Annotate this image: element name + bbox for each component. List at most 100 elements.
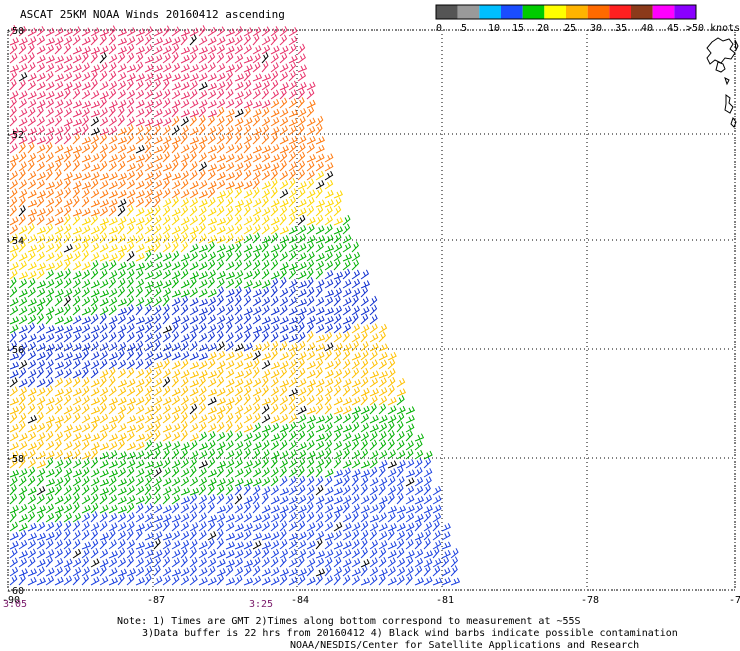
wind-barb	[135, 108, 145, 118]
wind-barb	[414, 548, 424, 559]
wind-barb	[81, 504, 91, 514]
wind-barb	[252, 458, 262, 469]
note-line-3: NOAA/NESDIS/Center for Satellite Applica…	[290, 640, 640, 651]
wind-barb	[108, 296, 118, 307]
wind-barb	[99, 358, 108, 370]
wind-barb	[279, 189, 289, 199]
wind-barb	[288, 125, 297, 136]
wind-barb	[90, 567, 100, 577]
wind-barb	[27, 503, 37, 514]
wind-barb	[45, 126, 55, 136]
wind-barb	[18, 214, 26, 226]
wind-barb	[225, 476, 235, 487]
wind-barb	[72, 404, 82, 415]
wind-barb	[279, 170, 289, 181]
wind-barb	[135, 485, 145, 496]
wind-barb	[153, 286, 162, 298]
wind-barb	[180, 468, 190, 478]
wind-barb	[342, 448, 350, 460]
wind-barb	[18, 468, 28, 478]
wind-barb	[297, 116, 306, 127]
wind-barb	[108, 234, 118, 244]
wind-barb	[63, 538, 72, 550]
wind-barb	[162, 532, 173, 541]
wind-barb	[243, 385, 252, 397]
wind-barb	[36, 179, 45, 190]
wind-barb	[117, 28, 127, 37]
wind-barb	[126, 367, 135, 379]
wind-barb	[315, 511, 324, 523]
wind-barb	[90, 387, 100, 397]
wind-barb	[90, 341, 99, 352]
wind-barb	[198, 540, 208, 550]
wind-barb	[297, 351, 307, 361]
wind-barb	[144, 280, 155, 289]
wind-barb	[216, 116, 225, 127]
wind-barb	[306, 251, 315, 262]
wind-barb	[36, 208, 46, 217]
wind-barb	[180, 351, 190, 361]
wind-barb	[198, 431, 208, 442]
wind-barb	[81, 395, 90, 406]
wind-barb	[54, 126, 64, 136]
wind-barb	[144, 99, 154, 109]
wind-barb	[153, 460, 164, 469]
wind-barb	[297, 181, 307, 190]
wind-barb	[297, 494, 307, 505]
wind-barb	[315, 180, 325, 190]
wind-barb	[18, 296, 28, 307]
wind-barb	[324, 439, 333, 451]
wind-barb	[90, 46, 101, 55]
wind-barb	[45, 343, 56, 352]
wind-barb	[135, 566, 145, 577]
wind-barb	[261, 196, 269, 208]
wind-barb	[207, 448, 216, 460]
wind-barb	[243, 153, 253, 163]
wind-barb	[18, 378, 28, 388]
wind-barb	[27, 341, 37, 352]
wind-barb	[324, 215, 333, 226]
wind-barb	[198, 206, 207, 217]
wind-barb	[216, 493, 225, 505]
wind-barb	[171, 360, 181, 370]
wind-barb	[261, 576, 271, 586]
wind-barb	[315, 144, 325, 154]
wind-barb	[99, 91, 109, 100]
wind-barb	[333, 430, 342, 442]
wind-barb	[360, 504, 370, 514]
wind-barb	[99, 28, 109, 37]
wind-barb	[171, 315, 181, 325]
wind-barb	[252, 250, 261, 262]
wind-barb	[306, 224, 315, 235]
wind-barb	[243, 495, 253, 505]
wind-barb	[288, 70, 297, 82]
wind-barb	[270, 485, 279, 496]
wind-barb	[189, 511, 198, 523]
wind-barb	[108, 88, 117, 100]
wind-barb	[99, 451, 110, 460]
wind-barb	[144, 557, 153, 568]
wind-barb	[189, 287, 198, 298]
wind-barb	[342, 440, 352, 451]
latitude-label: -56	[6, 345, 24, 356]
wind-barb	[36, 215, 45, 226]
wind-barb	[414, 440, 423, 451]
wind-barb	[81, 207, 91, 217]
wind-barb	[171, 448, 180, 460]
wind-barb	[189, 99, 199, 109]
wind-barb	[306, 322, 315, 334]
wind-barb	[261, 424, 272, 433]
wind-barb	[423, 457, 432, 469]
wind-barb	[126, 133, 135, 145]
wind-barb	[153, 205, 161, 217]
wind-barb	[36, 558, 46, 568]
wind-barb	[99, 172, 110, 181]
wind-barb	[135, 577, 145, 586]
wind-barb	[396, 421, 404, 433]
wind-barb	[153, 27, 163, 37]
wind-barb	[9, 511, 17, 523]
wind-barb	[333, 477, 343, 487]
wind-barb	[333, 440, 343, 451]
wind-barb	[36, 262, 47, 271]
wind-barb	[162, 232, 171, 244]
